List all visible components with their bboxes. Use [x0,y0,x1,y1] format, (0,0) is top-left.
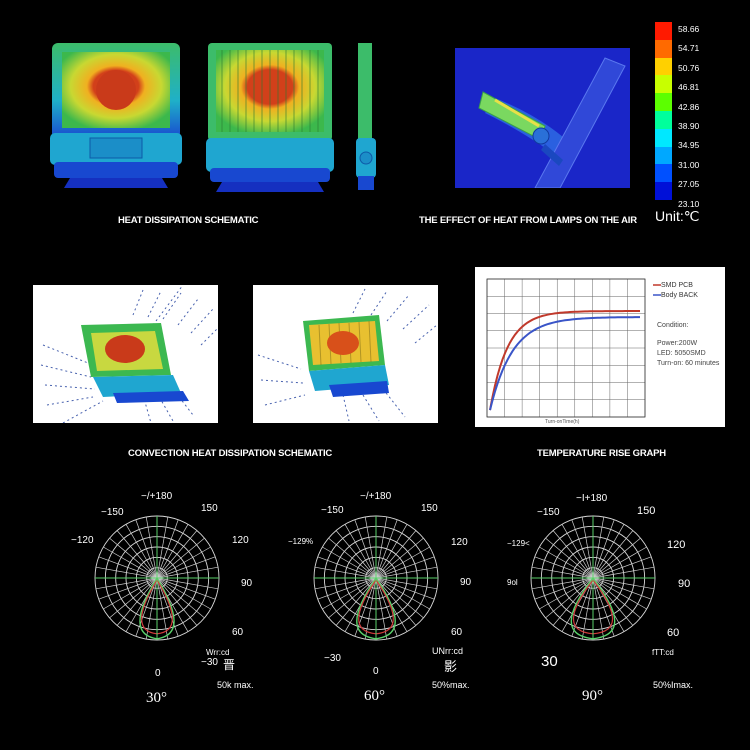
polar3-max: 50%Imax. [653,680,694,690]
color-scale-swatch [655,128,672,147]
polar3-label-60: 60 [667,627,680,639]
polar1-label-120: 120 [232,535,249,546]
polar1-label-0: 0 [155,668,161,679]
polar2-label-m30: −30 [324,653,341,664]
temperature-rise-graph: SMD PCB Body BACK Condition: Power:200W … [475,267,725,427]
color-scale-swatch [655,164,672,183]
polar2-label-0: 0 [373,666,379,677]
condition-power: Power:200W [657,340,698,347]
polar3-label-m150: −150 [537,507,560,518]
polar2-label-90: 90 [460,577,472,588]
color-scale-swatch [655,39,672,58]
color-scale-swatch [655,182,672,200]
color-scale-value: 34.95 [678,140,700,151]
polar2-glyph: 影 [444,659,458,674]
polar3-label-30: 30 [541,653,558,670]
legend-smd-pcb: SMD PCB [661,282,693,289]
condition-led: LED: 5050SMD [657,350,706,357]
caption-heat-dissipation: HEAT DISSIPATION SCHEMATIC [118,215,259,226]
polar2-beam-angle: 60° [364,688,385,704]
polar3-label-m129: −129< [507,539,530,548]
polar3-label-90: 90 [678,578,691,590]
polar-diagram [94,515,220,641]
polar2-label-120: 120 [451,537,468,548]
color-scale-value: 42.86 [678,101,700,112]
color-scale-value: 50.76 [678,62,700,73]
polar3-label-180: −I+180 [576,493,608,504]
polar1-max: 50k max. [217,680,254,690]
polar2-label-150: 150 [421,503,438,514]
heat-dissipation-renders [50,43,376,192]
color-scale-value: 38.90 [678,121,700,131]
polar1-label-180: −/+180 [141,491,173,502]
caption-convection: CONVECTION HEAT DISSIPATION SCHEMATIC [128,448,333,459]
color-scale-swatch [655,75,672,94]
polar3-label-120: 120 [667,539,686,551]
color-scale-swatch [655,110,672,129]
series-smd-pcb [489,310,640,411]
convection-render-left [33,285,218,423]
color-scale-value: 58.66 [678,24,700,34]
polar-diagram [530,515,656,641]
polar3-beam-angle: 90° [582,688,603,704]
polar2-label-m150: −150 [321,505,344,516]
polar1-label-m150: −150 [101,507,124,518]
back-view-render [206,43,334,192]
color-scale-value: 31.00 [678,159,700,170]
color-scale-value: 54.71 [678,43,700,54]
unit-label: Unit:℃ [655,208,700,224]
polar1-glyph: 晋 [223,658,236,672]
convection-render-right [253,285,438,423]
polar2-label-60: 60 [451,627,463,638]
polar1-label-m30: −30 [201,657,218,668]
polar1-label-60: 60 [232,627,244,638]
polar-light-distribution [94,515,656,641]
polar3-label-9ol: 9ol [507,578,518,587]
temperature-color-scale [655,22,672,200]
color-scale-value: 46.81 [678,82,700,93]
caption-air-effect: THE EFFECT OF HEAT FROM LAMPS ON THE AIR [419,215,637,226]
color-scale-swatch [655,146,672,165]
polar1-label-150: 150 [201,503,218,514]
polar3-unit: fTT:cd [652,648,674,657]
series-body-back [489,316,640,411]
color-scale-value: 27.05 [678,179,700,190]
color-scale-swatch [655,57,672,76]
polar-diagram [313,515,439,641]
polar2-label-m129: −129% [288,537,314,546]
legend-body-back: Body BACK [661,292,698,299]
polar1-beam-angle: 30° [146,690,167,706]
polar2-max: 50%max. [432,680,470,690]
color-scale-value: 23.10 [678,198,700,209]
polar3-label-150: 150 [637,505,656,517]
condition-title: Condition: [657,322,689,329]
polar2-unit: UNrr:cd [432,646,463,656]
graph-x-label: Turn-onTime(h) [545,419,580,425]
color-scale-swatch [655,93,672,111]
color-scale-swatch [655,22,672,40]
caption-temperature-rise: TEMPERATURE RISE GRAPH [537,448,666,459]
polar1-label-90: 90 [241,578,253,589]
air-effect-render [455,48,630,188]
polar1-unit: Wrr:cd [206,648,230,657]
side-view-render [356,43,376,190]
condition-turn-on: Turn-on: 60 minutes [657,360,720,367]
front-view-render [50,43,182,188]
polar1-label-m120: −120 [71,535,94,546]
polar2-label-180: −/+180 [360,491,392,502]
